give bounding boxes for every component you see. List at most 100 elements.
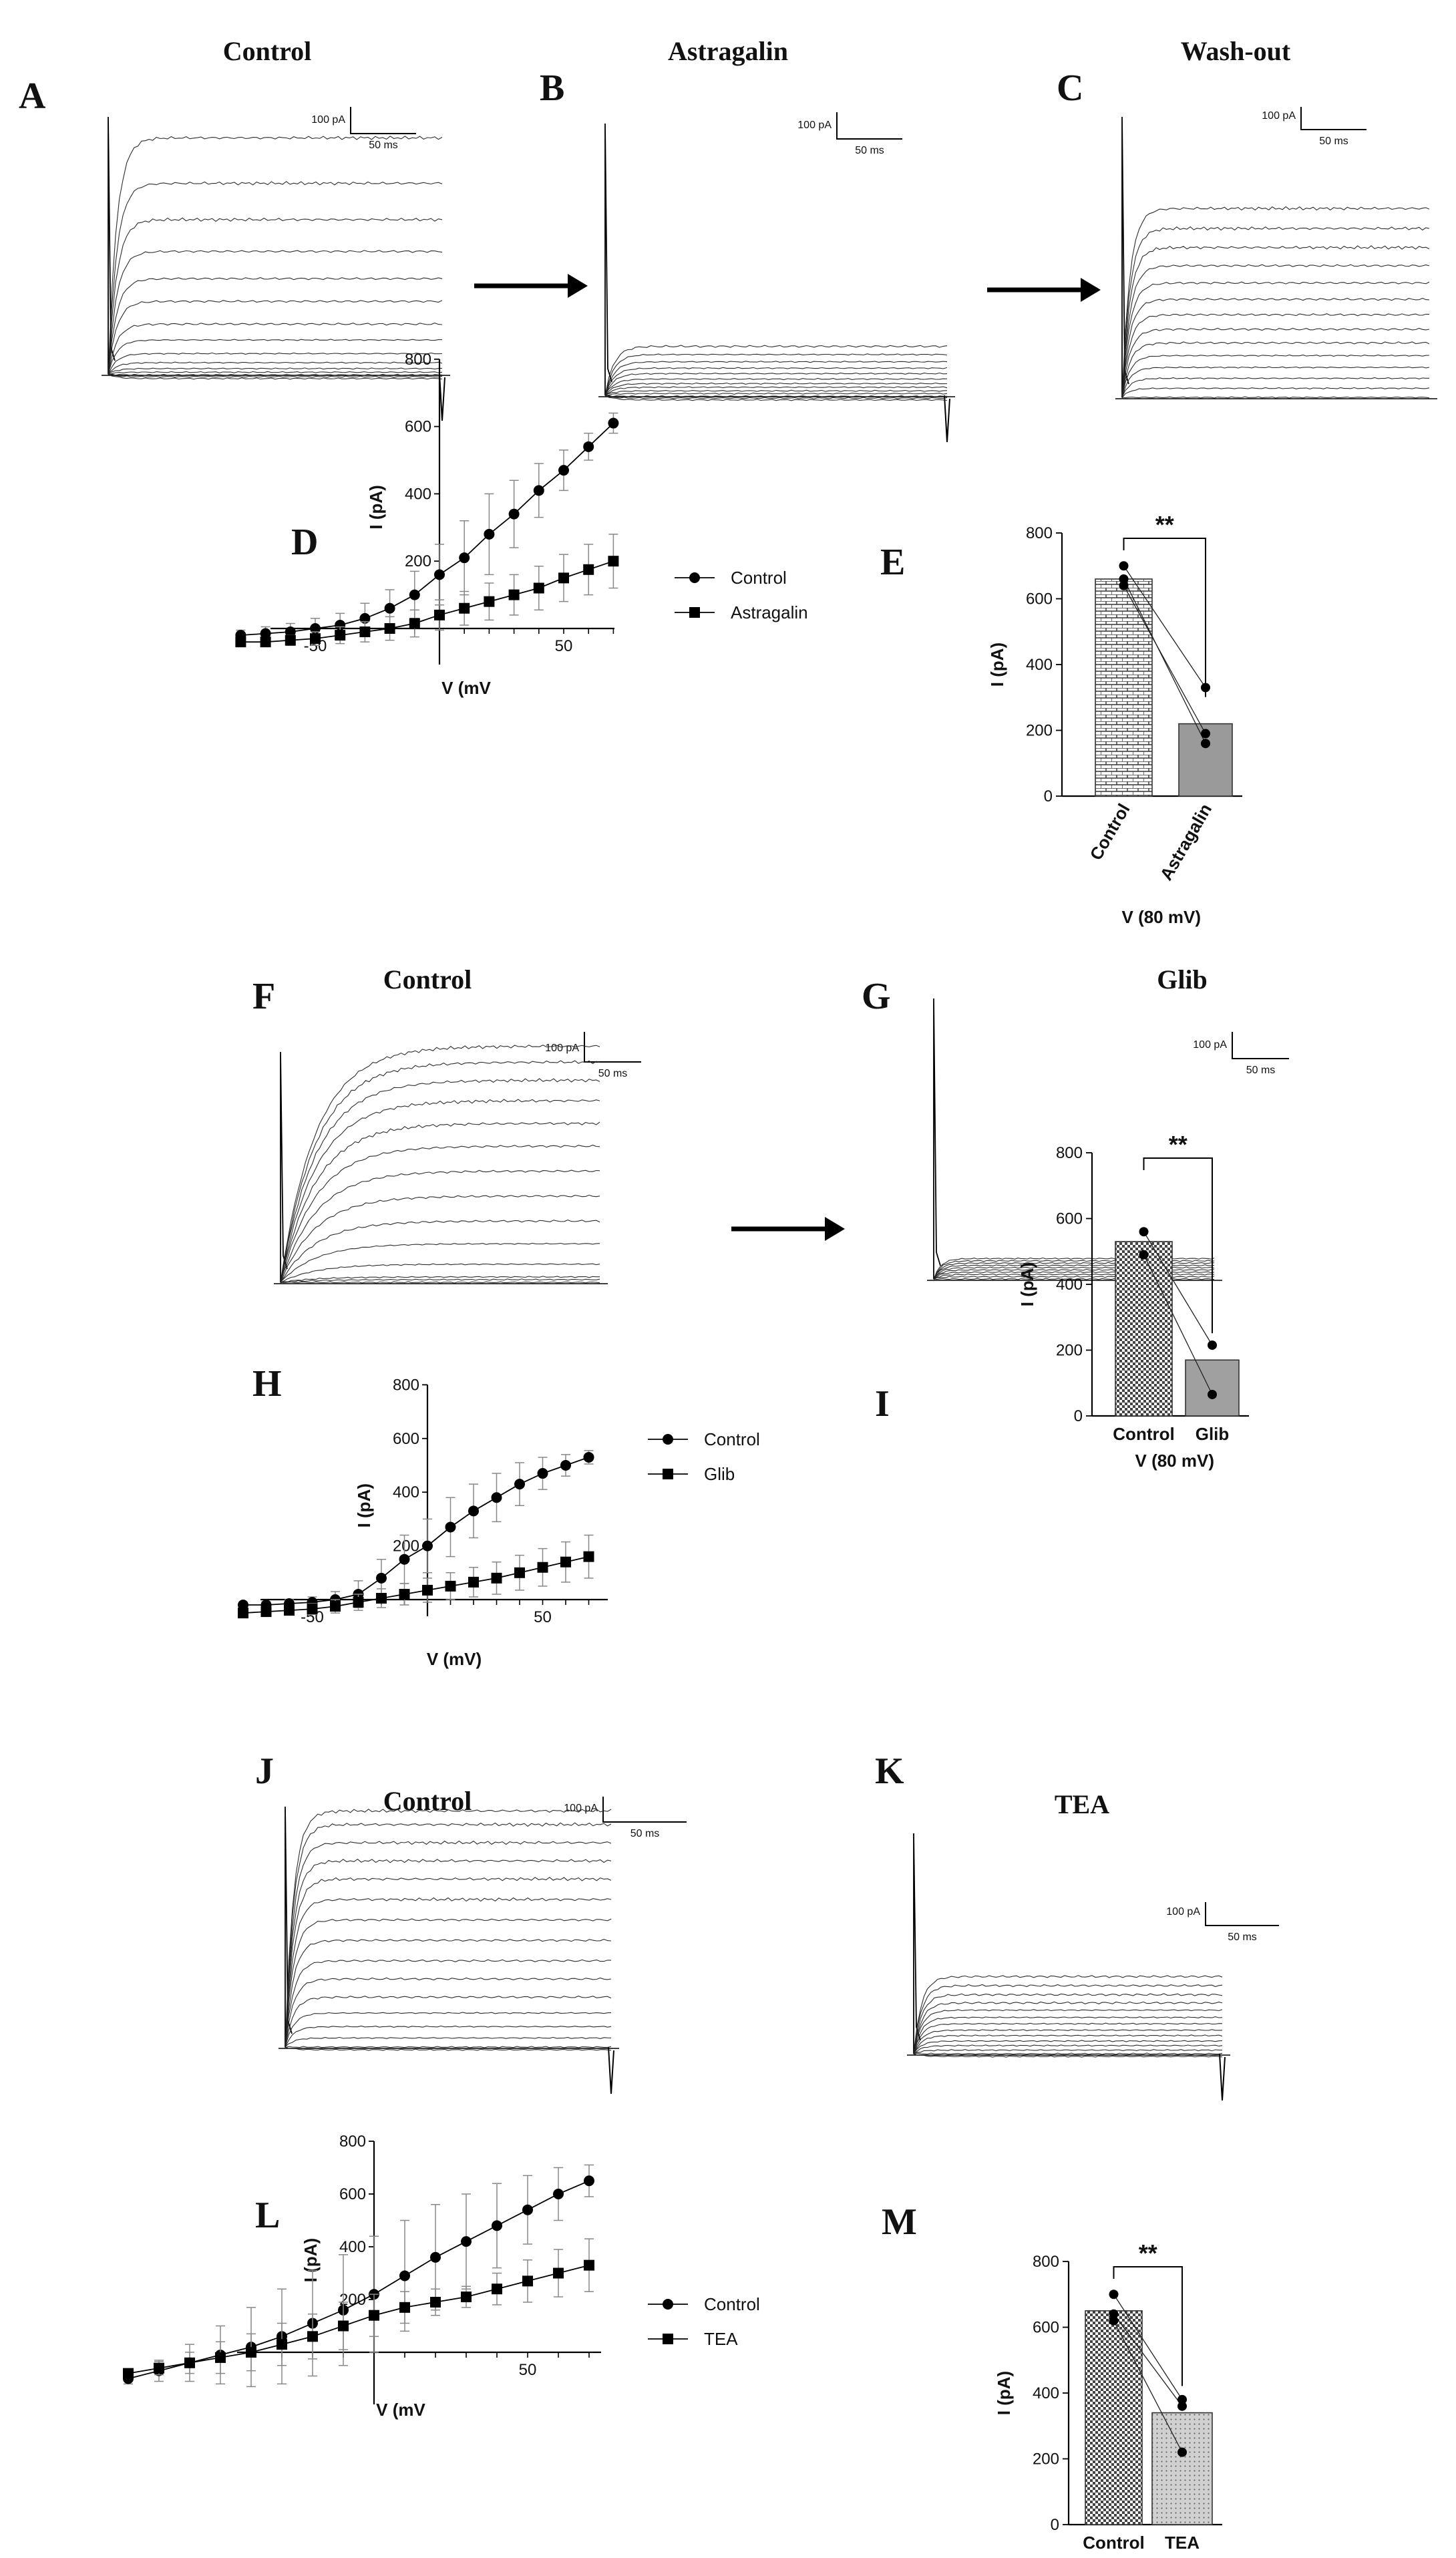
- legend-marker: [689, 572, 700, 583]
- bar: [1185, 1359, 1240, 1417]
- current-trace: [1121, 313, 1430, 397]
- scale-bar-time-label: 50 ms: [369, 140, 398, 151]
- y-axis-label: I (pA): [366, 485, 386, 529]
- current-trace: [604, 372, 948, 396]
- current-trace: [1121, 354, 1430, 397]
- scale-bar-time-label: 50 ms: [1246, 1065, 1276, 1076]
- data-point: [260, 628, 271, 639]
- individual-point: [1109, 2316, 1119, 2326]
- current-trace: [1121, 377, 1429, 398]
- significance-bracket: [1143, 1157, 1213, 1334]
- y-tick-label: 600: [393, 1430, 419, 1448]
- panel-letter-b: B: [540, 67, 564, 109]
- data-point: [310, 623, 321, 634]
- arrow-b-to-c: [987, 278, 1101, 302]
- y-tick-label: 600: [405, 418, 431, 436]
- data-point: [399, 2270, 410, 2281]
- scale-bar: [1232, 1032, 1289, 1059]
- y-tick-label: 200: [393, 1537, 419, 1556]
- data-point: [491, 1572, 502, 1584]
- current-trace: [1121, 341, 1430, 397]
- current-trace: [285, 2046, 612, 2051]
- data-point: [353, 1597, 364, 1608]
- panel-b-traces: Astragalin 100 pA 50 ms: [598, 36, 955, 443]
- individual-point: [1201, 739, 1210, 749]
- data-point: [461, 2292, 472, 2303]
- data-point: [583, 1451, 594, 1463]
- data-point: [608, 556, 619, 567]
- scale-bar-current-label: 100 pA: [797, 120, 832, 131]
- pair-line: [1123, 585, 1206, 734]
- x-tick-label: 50: [519, 2361, 537, 2379]
- panel-c-traces: Wash-out 100 pA 50 ms: [1115, 36, 1437, 399]
- current-trace: [913, 2049, 1223, 2054]
- data-point: [583, 441, 594, 452]
- current-trace: [285, 1809, 612, 2048]
- individual-point: [1139, 1250, 1149, 1260]
- current-trace: [1121, 226, 1430, 398]
- current-trace: [285, 1859, 612, 2048]
- current-trace: [108, 361, 443, 374]
- current-trace: [604, 382, 948, 396]
- data-point: [260, 1606, 272, 1618]
- data-point: [608, 417, 619, 429]
- legend-marker: [663, 2334, 673, 2344]
- current-trace: [913, 2001, 1223, 2053]
- data-point: [459, 552, 470, 564]
- legend-label: TEA: [704, 2329, 738, 2349]
- panel-letter-d: D: [291, 522, 318, 563]
- y-tick-label: 200: [405, 552, 431, 570]
- current-trace: [604, 395, 948, 401]
- panel-letter-f: F: [252, 976, 275, 1017]
- current-trace: [913, 2009, 1223, 2054]
- y-tick-label: 600: [1026, 590, 1053, 608]
- current-trace: [913, 1984, 1223, 2054]
- individual-point: [1208, 1340, 1217, 1350]
- data-point: [553, 2189, 564, 2199]
- y-tick-label: 600: [1056, 1210, 1083, 1228]
- y-axis-label: I (pA): [1017, 1262, 1037, 1306]
- capacitive-transient: [913, 1833, 921, 2054]
- data-point: [246, 2347, 256, 2358]
- trace-panel-title: Astragalin: [668, 36, 788, 66]
- current-trace: [604, 377, 948, 396]
- y-tick-label: 0: [1044, 787, 1053, 805]
- significance-bracket: [1113, 2266, 1183, 2386]
- individual-point: [1109, 2290, 1119, 2300]
- data-point: [491, 1492, 502, 1503]
- current-trace: [285, 1918, 612, 2048]
- current-trace: [280, 1194, 600, 1284]
- individual-point: [1177, 2394, 1187, 2404]
- panel-g-traces: Glib 100 pA 50 ms: [927, 964, 1289, 1281]
- panel-letter-g: G: [862, 976, 891, 1017]
- x-axis-label: V (mV: [376, 2400, 425, 2420]
- current-trace: [108, 136, 443, 376]
- tail-transient: [1219, 2053, 1226, 2101]
- data-point: [522, 2275, 533, 2287]
- current-trace: [285, 1996, 612, 2046]
- series-line: [240, 560, 614, 643]
- data-point: [434, 569, 445, 580]
- current-trace: [913, 2040, 1223, 2054]
- data-point: [376, 1592, 387, 1604]
- scale-bar-current-label: 100 pA: [311, 114, 345, 126]
- data-point: [384, 623, 395, 634]
- data-point: [215, 2352, 226, 2363]
- y-tick-label: 800: [339, 2133, 366, 2151]
- y-tick-label: 200: [1033, 2450, 1059, 2469]
- individual-point: [1119, 580, 1129, 590]
- panel-letter-l: L: [255, 2195, 280, 2236]
- data-point: [537, 1468, 548, 1479]
- scale-bar-time-label: 50 ms: [1228, 1932, 1257, 1943]
- individual-point: [1177, 2401, 1187, 2411]
- individual-point: [1177, 2447, 1187, 2457]
- current-trace: [280, 1060, 600, 1283]
- data-point: [285, 634, 296, 646]
- y-tick-label: 0: [1051, 2516, 1059, 2534]
- y-tick-label: 800: [405, 351, 431, 369]
- scale-bar: [1300, 107, 1367, 130]
- panel-i-bar-chart: 0 200 400 600 800 I (pA) ** Control Glib V (80 mV…: [1017, 1131, 1249, 1471]
